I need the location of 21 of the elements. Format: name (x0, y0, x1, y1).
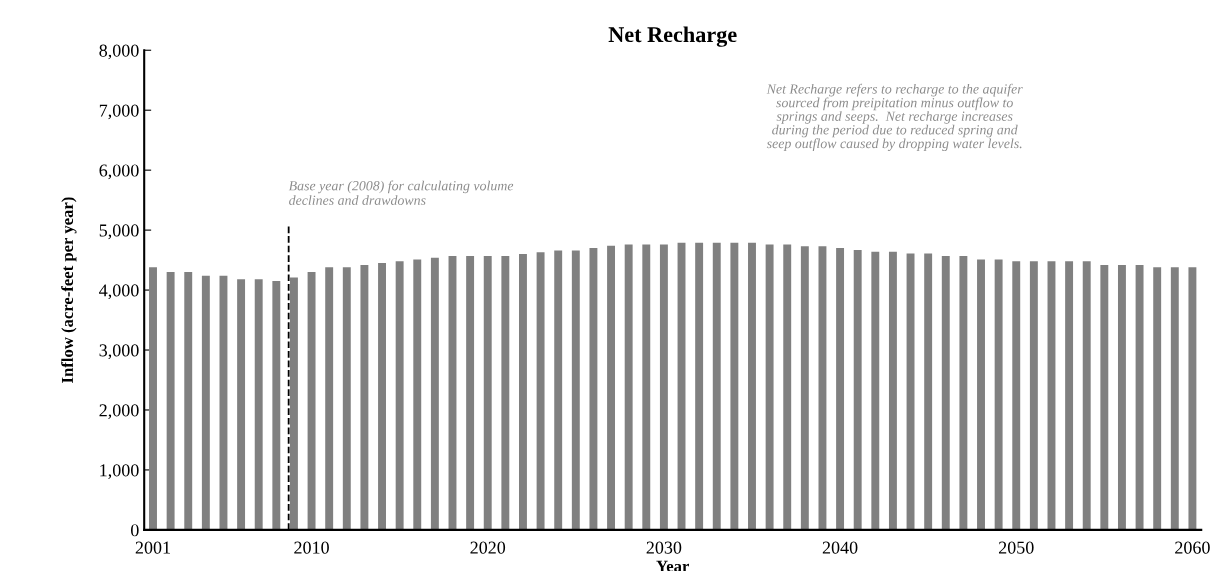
y-tick-label: 2,000 (99, 404, 139, 420)
x-tick-label: 2060 (1175, 541, 1210, 554)
y-tick-label: 8,000 (99, 44, 139, 60)
x-tick-label: 2001 (135, 541, 170, 554)
y-tick-label: 6,000 (99, 164, 139, 180)
x-axis-title: Year (656, 560, 690, 571)
y-axis-title: Inflow (acre-feet per year) (61, 197, 77, 383)
y-tick-label: 0 (131, 524, 139, 537)
y-tick-label: 3,000 (99, 344, 139, 360)
y-tick-label: 4,000 (99, 284, 139, 300)
y-tick-label: 1,000 (100, 464, 139, 479)
x-tick-label: 2030 (646, 541, 682, 554)
ref-line-label: Base year (2008) for calculating volume declines and drawdowns (288, 180, 514, 205)
annotation: Net Recharge refers to recharge to the aquifer sourced from preipitation minus outflow to springs and seeps. Net recharge increases during the period due to reduced spring and seep outflow caused by dropping water levels. (766, 83, 1023, 152)
x-tick-label: 2050 (998, 541, 1034, 554)
y-tick-label: 5,000 (99, 224, 139, 240)
y-tick-label: 7,000 (99, 104, 139, 120)
chart-title: Net Recharge (608, 26, 737, 47)
x-tick-label: 2010 (294, 541, 329, 554)
x-tick-label: 2020 (470, 541, 506, 554)
x-tick-label: 2040 (822, 541, 858, 554)
